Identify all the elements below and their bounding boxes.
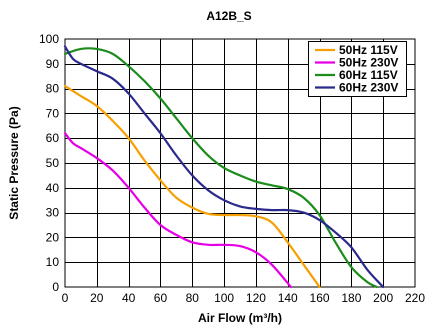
- y-tick-label: 70: [46, 106, 60, 120]
- y-tick-label: 40: [46, 181, 60, 195]
- x-tick-label: 0: [62, 291, 69, 305]
- legend-label: 50Hz 230V: [339, 56, 398, 70]
- chart-title: A12B_S: [206, 9, 251, 23]
- x-tick-label: 60: [154, 291, 168, 305]
- legend-label: 60Hz 115V: [339, 68, 398, 82]
- x-tick-label: 140: [278, 291, 298, 305]
- y-tick-label: 50: [46, 156, 60, 170]
- y-tick-label: 30: [46, 206, 60, 220]
- y-axis-label: Static Pressure (Pa): [7, 106, 21, 219]
- x-tick-label: 180: [341, 291, 361, 305]
- x-tick-label: 80: [186, 291, 200, 305]
- y-tick-label: 100: [39, 32, 59, 46]
- series-line-50hz-230v: [63, 132, 293, 289]
- y-tick-label: 90: [46, 57, 60, 71]
- tick-label-layer: 0 20 40 60 80 100 120 140 160 180 200 220 0 10 20 30 40 5…: [39, 32, 425, 305]
- x-tick-label: 20: [90, 291, 104, 305]
- series-line-60hz-230v: [63, 45, 385, 289]
- x-tick-label: 220: [405, 291, 425, 305]
- legend-label: 50Hz 115V: [339, 43, 398, 57]
- series-line-50hz-115v: [63, 85, 321, 289]
- x-tick-label: 120: [246, 291, 266, 305]
- y-tick-label: 80: [46, 82, 60, 96]
- y-tick-label: 20: [46, 230, 60, 244]
- x-axis-label: Air Flow (m³/h): [198, 311, 282, 325]
- series-line-60hz-115v: [63, 47, 378, 289]
- x-tick-label: 100: [214, 291, 234, 305]
- legend-label: 60Hz 230V: [339, 81, 398, 95]
- x-tick-label: 200: [373, 291, 393, 305]
- y-tick-label: 60: [46, 131, 60, 145]
- series-layer: [63, 45, 385, 289]
- x-tick-label: 160: [310, 291, 330, 305]
- y-tick-label: 0: [52, 280, 59, 294]
- x-tick-label: 40: [122, 291, 136, 305]
- y-tick-label: 10: [46, 255, 60, 269]
